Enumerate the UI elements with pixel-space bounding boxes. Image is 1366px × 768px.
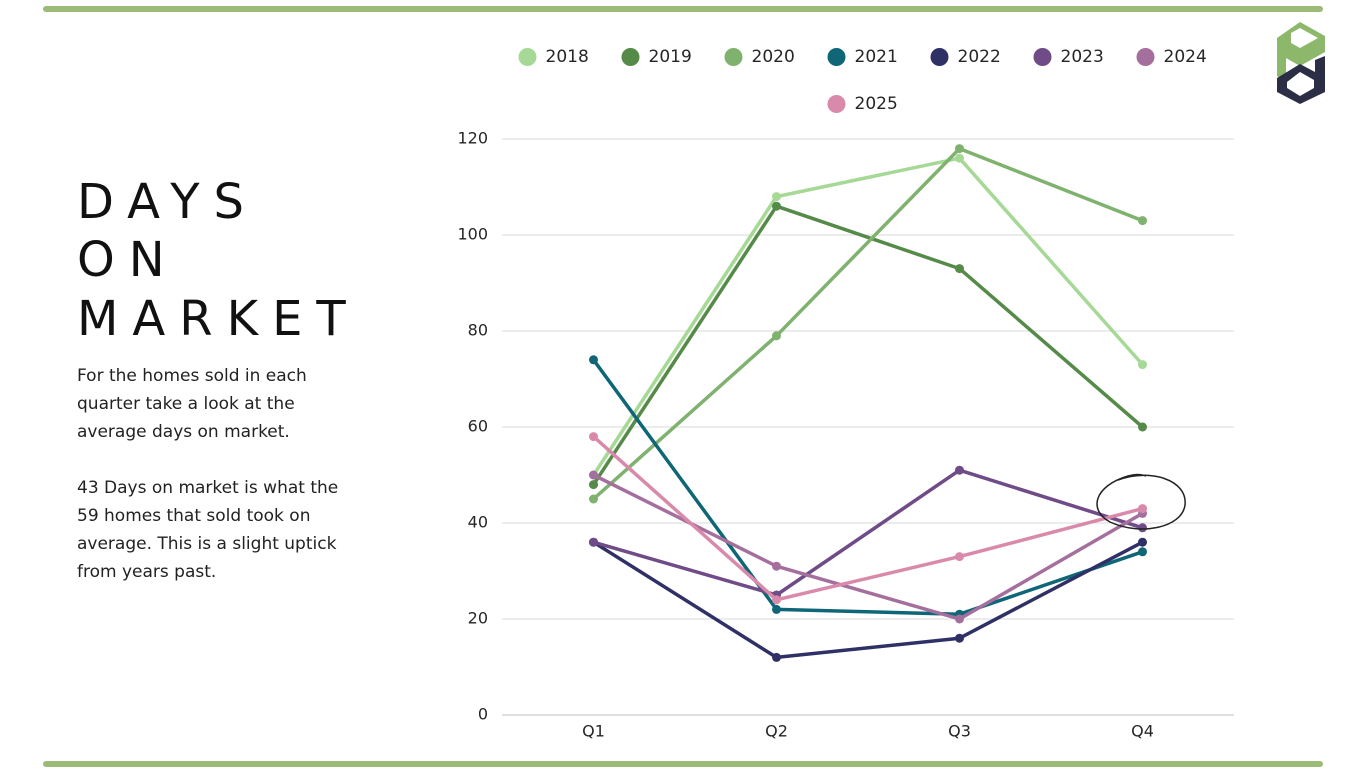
x-tick-label: Q3 xyxy=(948,722,971,741)
data-point xyxy=(955,153,964,163)
legend-label: 2019 xyxy=(649,47,692,67)
data-point xyxy=(772,561,781,571)
paragraph-line: from years past. xyxy=(77,562,216,582)
data-point xyxy=(955,633,964,643)
data-point xyxy=(1138,504,1147,514)
top-rule xyxy=(43,6,1323,12)
legend-item: 2023 xyxy=(1033,47,1104,67)
data-point xyxy=(955,144,964,154)
y-tick-label: 100 xyxy=(457,225,488,244)
y-tick-label: 80 xyxy=(468,321,488,340)
data-point xyxy=(589,432,598,442)
series-line xyxy=(593,468,1144,597)
legend-label: 2023 xyxy=(1061,47,1104,67)
data-point xyxy=(589,480,598,490)
data-point xyxy=(772,192,781,202)
data-point xyxy=(1138,523,1147,533)
x-tick-label: Q1 xyxy=(582,722,605,741)
legend-item: 2024 xyxy=(1136,47,1207,67)
series-line xyxy=(592,156,1144,476)
data-point xyxy=(955,264,964,274)
legend-swatch xyxy=(1136,48,1155,66)
legend-swatch xyxy=(827,48,846,66)
legend-item: 2018 xyxy=(518,47,589,67)
paragraph-line: 43 Days on market is what the xyxy=(77,478,338,498)
annotation-circle xyxy=(1096,473,1186,530)
paragraph-line: For the homes sold in each xyxy=(77,366,307,386)
paragraph-line: average days on market. xyxy=(77,422,290,442)
legend-label: 2024 xyxy=(1164,47,1207,67)
y-tick-label: 20 xyxy=(468,609,488,628)
data-point xyxy=(955,614,964,624)
paragraph-line: average. This is a slight uptick xyxy=(77,534,337,554)
legend-item: 2019 xyxy=(621,47,692,67)
paragraph-line: quarter take a look at the xyxy=(77,394,295,414)
data-point xyxy=(772,595,781,605)
series-line xyxy=(592,540,1144,660)
series-line xyxy=(592,146,1144,501)
plot: 0 20 40 60 80 100 120 Q1 Q2 Q3 Q4 xyxy=(457,129,1234,741)
series-line xyxy=(592,204,1144,486)
data-point xyxy=(1138,547,1147,557)
data-point xyxy=(955,552,964,562)
y-tick-label: 120 xyxy=(457,129,488,148)
data-point xyxy=(772,201,781,211)
legend-label: 2021 xyxy=(855,47,898,67)
y-tick-label: 40 xyxy=(468,513,488,532)
series-line xyxy=(592,473,1144,621)
legend-swatch xyxy=(621,48,640,66)
x-tick-label: Q4 xyxy=(1131,722,1154,741)
legend-swatch xyxy=(827,95,846,113)
data-point xyxy=(589,494,598,504)
data-point xyxy=(1138,360,1147,370)
data-point xyxy=(1138,216,1147,226)
legend-item: 2020 xyxy=(724,47,795,67)
y-tick-label: 0 xyxy=(478,705,488,724)
x-tick-label: Q2 xyxy=(765,722,788,741)
data-point xyxy=(772,652,781,662)
data-point xyxy=(1138,537,1147,547)
legend-item: 2025 xyxy=(827,94,898,114)
legend-swatch xyxy=(1033,48,1052,66)
title-line: DAYS xyxy=(77,174,258,230)
legend-item: 2022 xyxy=(930,47,1001,67)
data-point xyxy=(1138,422,1147,432)
bottom-rule xyxy=(43,761,1323,767)
logo-p-hole xyxy=(1291,28,1318,48)
legend-label: 2020 xyxy=(752,47,795,67)
data-point xyxy=(589,537,598,547)
legend-swatch xyxy=(724,48,743,66)
title-line: MARKET xyxy=(77,291,360,347)
data-point xyxy=(589,355,598,365)
legend-swatch xyxy=(518,48,537,66)
legend-label: 2025 xyxy=(855,94,898,114)
data-point xyxy=(589,470,598,480)
paragraph-line: 59 homes that sold took on xyxy=(77,506,310,526)
y-tick-label: 60 xyxy=(468,417,488,436)
data-point xyxy=(772,331,781,341)
series-line xyxy=(592,358,1144,616)
legend-label: 2018 xyxy=(546,47,589,67)
logo-d-hole xyxy=(1287,72,1314,96)
data-point xyxy=(955,465,964,475)
data-point xyxy=(772,604,781,614)
legend-item: 2021 xyxy=(827,47,898,67)
legend-swatch xyxy=(930,48,949,66)
title-line: ON xyxy=(77,232,179,288)
logo xyxy=(1277,22,1325,104)
series-line xyxy=(592,435,1143,602)
legend-label: 2022 xyxy=(958,47,1001,67)
